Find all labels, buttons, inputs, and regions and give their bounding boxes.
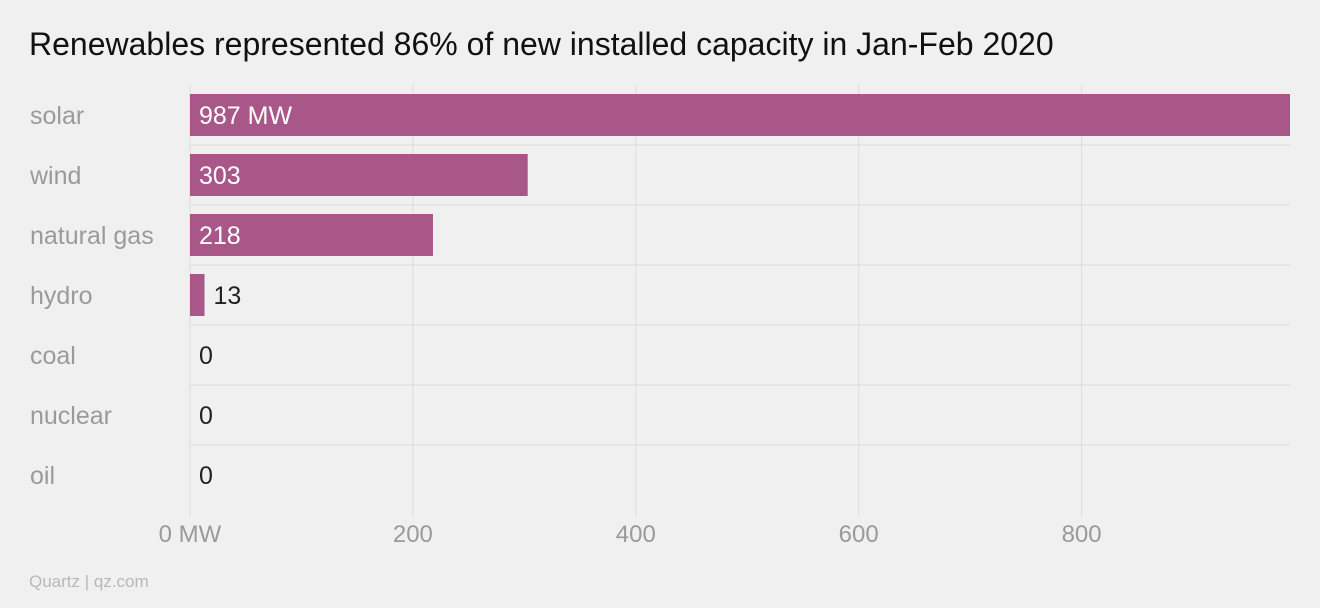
category-label: solar	[30, 102, 84, 130]
category-label: wind	[29, 162, 81, 190]
value-label: 0	[199, 342, 213, 370]
x-tick-label: 200	[393, 521, 433, 548]
row-separators	[190, 144, 1290, 446]
x-tick-label: 400	[616, 521, 656, 548]
value-label: 13	[213, 282, 241, 310]
category-label: hydro	[30, 282, 93, 310]
x-tick-label: 600	[839, 521, 879, 548]
gridlines	[189, 85, 1083, 517]
bar	[190, 94, 1290, 136]
bars	[190, 94, 1290, 316]
value-label: 303	[199, 162, 241, 190]
category-label: oil	[30, 462, 55, 490]
value-label: 218	[199, 222, 241, 250]
category-label: natural gas	[30, 222, 154, 250]
category-label: nuclear	[30, 402, 112, 430]
value-labels: 987 MW 303 218 13 0 0 0	[199, 102, 292, 490]
source-credit: Quartz | qz.com	[29, 572, 149, 591]
value-label: 0	[199, 462, 213, 490]
bar	[190, 274, 205, 316]
x-tick-labels: 0 MW 200 400 600 800	[159, 521, 1102, 548]
x-tick-label: 800	[1062, 521, 1102, 548]
x-tick-label: 0 MW	[159, 521, 222, 548]
category-label: coal	[30, 342, 76, 370]
bar	[190, 214, 433, 256]
category-labels: solar wind natural gas hydro coal nuclear oil	[29, 102, 154, 490]
value-label: 987 MW	[199, 102, 292, 130]
value-label: 0	[199, 402, 213, 430]
chart-title: Renewables represented 86% of new instal…	[29, 26, 1054, 62]
bar	[190, 154, 528, 196]
